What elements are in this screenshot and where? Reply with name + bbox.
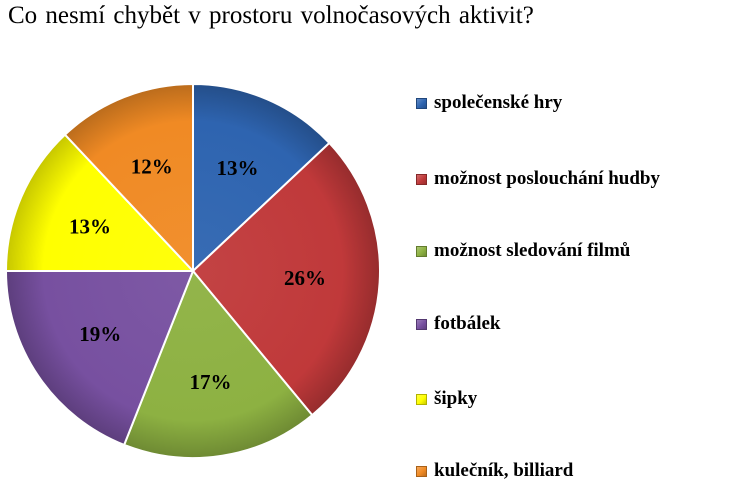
legend-item-6: kulečník, billiard bbox=[416, 460, 573, 482]
legend: společenské hry možnost poslouchání hudby… bbox=[416, 0, 735, 484]
legend-swatch bbox=[416, 393, 427, 405]
legend-item-2: možnost poslouchání hudby bbox=[416, 168, 660, 190]
legend-item-1: společenské hry bbox=[416, 92, 562, 114]
legend-swatch bbox=[416, 318, 427, 330]
pie-slice-label-4: 19% bbox=[79, 322, 121, 346]
legend-label: společenské hry bbox=[434, 92, 563, 113]
legend-swatch bbox=[416, 173, 427, 185]
pie-slice-2 bbox=[191, 141, 381, 417]
legend-label: kulečník, billiard bbox=[434, 460, 574, 481]
legend-item-3: možnost sledování filmů bbox=[416, 240, 630, 262]
pie-slice-4 bbox=[4, 270, 195, 447]
pie-chart: 13% 26% 17% 19% 13% 12% bbox=[4, 82, 381, 459]
legend-label: fotbálek bbox=[434, 313, 501, 334]
pie-slice-label-6: 12% bbox=[131, 155, 173, 179]
pie-slice-1 bbox=[192, 82, 331, 274]
pie-slice-label-3: 17% bbox=[190, 370, 232, 394]
legend-swatch bbox=[416, 245, 427, 257]
pie-labels: 13% 26% 17% 19% 13% 12% bbox=[69, 155, 326, 394]
legend-swatch bbox=[416, 465, 427, 477]
chart-title: Co nesmí chybět v prostoru volnočasových… bbox=[8, 2, 534, 29]
pie-slice-3 bbox=[122, 269, 314, 459]
pie-slice-label-2: 26% bbox=[284, 266, 326, 290]
legend-label: možnost poslouchání hudby bbox=[434, 168, 660, 189]
legend-item-4: fotbálek bbox=[416, 313, 501, 335]
legend-swatch bbox=[416, 97, 427, 109]
pie-slices bbox=[4, 82, 381, 459]
legend-label: možnost sledování filmů bbox=[434, 240, 631, 261]
pie-slice-5 bbox=[4, 133, 196, 272]
pie-slice-label-5: 13% bbox=[69, 214, 111, 238]
legend-label: šipky bbox=[434, 388, 478, 409]
legend-item-5: šipky bbox=[416, 388, 477, 410]
pie-slice-label-1: 13% bbox=[217, 156, 259, 180]
pie-slice-6 bbox=[63, 82, 194, 274]
